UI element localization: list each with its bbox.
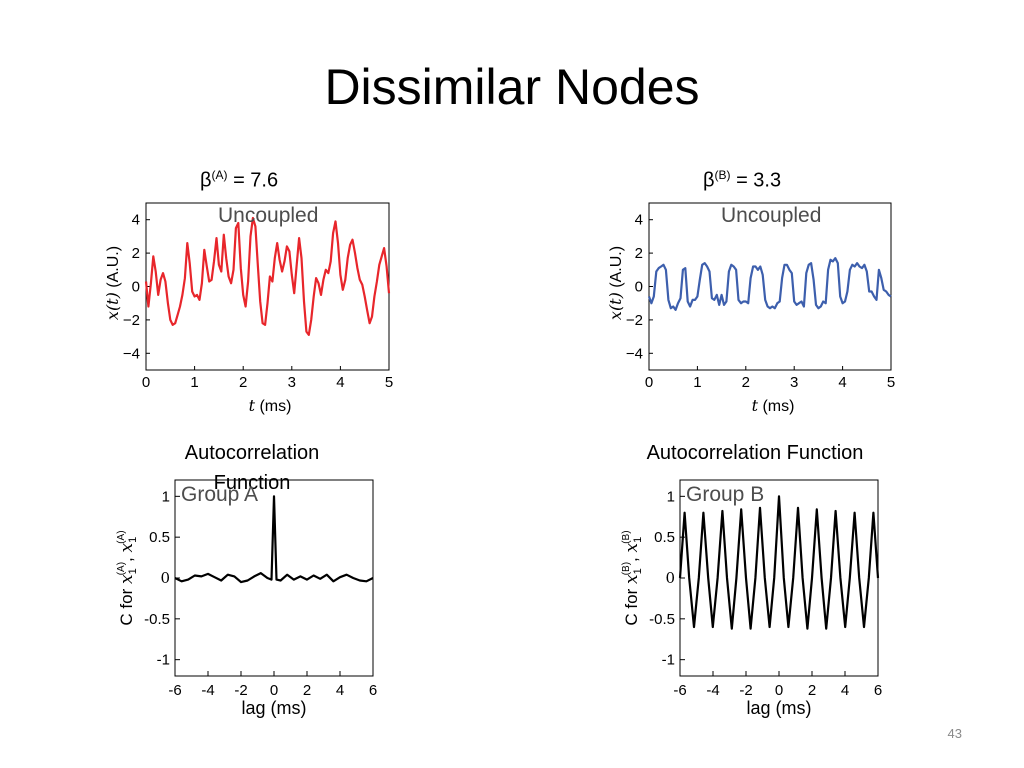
x-axis-label: lag (ms) xyxy=(241,698,306,718)
x-tick-label: 0 xyxy=(775,682,783,699)
y-axis-label: C for x1(A), x1(A) xyxy=(116,530,139,625)
x-tick-label: 6 xyxy=(369,682,377,699)
x-tick-label: 3 xyxy=(288,374,296,391)
beta-a-label: β(A) = 7.6 xyxy=(200,168,278,193)
chart-3: -6 -4 -2 0 2 4 6 1 0.5 0 -0.5 -1 Group A lag (ms) C fo… xyxy=(116,479,377,718)
x-axis-label: t (ms) xyxy=(752,396,795,415)
x-tick-label: -6 xyxy=(673,682,686,699)
page-number: 43 xyxy=(947,726,962,741)
x-tick-label: -2 xyxy=(234,682,247,699)
beta-b-label: β(B) = 3.3 xyxy=(703,168,781,193)
x-tick-label: 4 xyxy=(336,374,344,391)
beta-value: = 3.3 xyxy=(730,169,782,192)
y-tick-label: -1 xyxy=(157,652,170,669)
x-tick-label: 4 xyxy=(841,682,849,699)
acf-title-a: Autocorrelation Function xyxy=(184,442,320,494)
y-tick-label: 0 xyxy=(160,569,170,587)
x-tick-label: 0 xyxy=(142,374,150,391)
series-line xyxy=(647,257,892,311)
plot-frame xyxy=(648,202,892,371)
y-tick-label: −2 xyxy=(626,312,643,329)
x-tick-label: 1 xyxy=(190,374,198,391)
y-tick-label: −4 xyxy=(123,345,140,362)
y-tick-label: 0.5 xyxy=(149,529,170,546)
x-tick-label: 0 xyxy=(645,374,653,391)
x-tick-label: -4 xyxy=(201,682,214,699)
x-axis-label: lag (ms) xyxy=(746,698,811,718)
chart-1: 0 1 2 3 4 5 4 2 0 −2 −4 Uncoupled t (ms) x(t) (A.U.) xyxy=(103,202,393,415)
series-line xyxy=(144,216,391,336)
series-line xyxy=(174,495,374,584)
y-tick-label: 0 xyxy=(132,279,140,296)
panel-label: Group B xyxy=(686,483,764,506)
x-axis-label: t (ms) xyxy=(249,396,292,415)
x-tick-label: 0 xyxy=(270,682,278,699)
y-tick-label: -1 xyxy=(662,652,675,669)
panel-label: Uncoupled xyxy=(218,204,318,227)
x-tick-label: -4 xyxy=(706,682,719,699)
y-tick-label: -0.5 xyxy=(144,611,170,628)
y-tick-label: 4 xyxy=(132,212,140,229)
beta-value: = 7.6 xyxy=(227,169,279,192)
plot-frame xyxy=(145,202,390,371)
beta-superscript: (B) xyxy=(714,168,731,182)
beta-superscript: (A) xyxy=(211,168,228,182)
chart-2: 0 1 2 3 4 5 4 2 0 −2 −4 Uncoupled t (ms) x(t) (A.U.) xyxy=(606,202,895,415)
x-tick-label: 1 xyxy=(693,374,701,391)
y-tick-label: 4 xyxy=(635,212,643,229)
x-tick-label: 5 xyxy=(385,374,393,391)
series-line xyxy=(678,495,880,630)
x-tick-label: 4 xyxy=(336,682,344,699)
x-tick-label: -6 xyxy=(168,682,181,699)
y-axis-label: C for x1(B), x1(B) xyxy=(621,530,644,625)
x-tick-label: 4 xyxy=(838,374,846,391)
panel-label: Uncoupled xyxy=(721,204,821,227)
slide-title: Dissimilar Nodes xyxy=(324,59,700,115)
acf-title-b: Autocorrelation Function xyxy=(646,442,864,464)
y-tick-label: 2 xyxy=(132,245,140,262)
x-tick-label: 2 xyxy=(303,682,311,699)
y-tick-label: 1 xyxy=(667,488,675,505)
x-tick-label: 2 xyxy=(742,374,750,391)
x-tick-label: 5 xyxy=(887,374,895,391)
chart-4: -6 -4 -2 0 2 4 6 1 0.5 0 -0.5 -1 Group B lag (ms) C fo… xyxy=(621,479,882,718)
y-tick-label: 0.5 xyxy=(654,529,675,546)
x-tick-label: 2 xyxy=(239,374,247,391)
x-tick-label: -2 xyxy=(739,682,752,699)
y-axis-label: x(t) (A.U.) xyxy=(606,246,625,320)
x-tick-label: 2 xyxy=(808,682,816,699)
panel-label: Group A xyxy=(181,483,258,506)
y-tick-label: −2 xyxy=(123,312,140,329)
y-tick-label: -0.5 xyxy=(649,611,675,628)
y-tick-label: 0 xyxy=(635,279,643,296)
y-axis-label: x(t) (A.U.) xyxy=(103,246,122,320)
y-tick-label: −4 xyxy=(626,345,643,362)
y-tick-label: 2 xyxy=(635,245,643,262)
x-tick-label: 6 xyxy=(874,682,882,699)
y-tick-label: 1 xyxy=(162,488,170,505)
beta-symbol: β xyxy=(703,169,715,192)
y-tick-label: 0 xyxy=(665,569,675,587)
beta-symbol: β xyxy=(200,169,212,192)
x-tick-label: 3 xyxy=(790,374,798,391)
